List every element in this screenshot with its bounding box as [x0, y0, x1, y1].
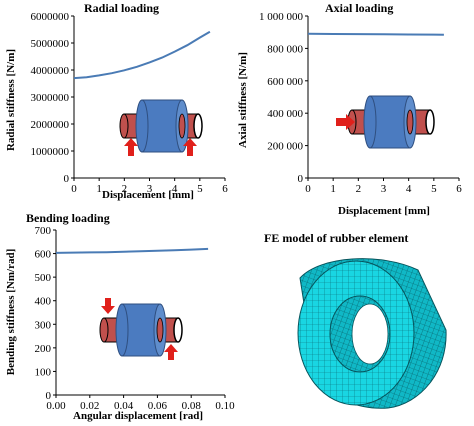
- y-tick-label: 5000000: [31, 38, 70, 50]
- x-axis-label: Angular displacement [rad]: [73, 410, 203, 422]
- x-tick-label: 3: [147, 183, 153, 195]
- x-tick-label: 2: [356, 183, 362, 195]
- y-axis-label: Axial stiffness [N/m]: [237, 52, 249, 148]
- y-tick-label: 600: [35, 249, 52, 261]
- y-tick-labels: 0 1000000 2000000 3000000 4000000 5000000 6000…: [31, 11, 74, 185]
- rubber-element-mesh-image: [297, 258, 447, 409]
- y-axis-label: Bending stiffness [Nm/rad]: [5, 249, 17, 376]
- x-tick-label: 0.08: [182, 400, 202, 412]
- y-tick-label: 6000000: [31, 11, 70, 23]
- y-tick-label: 1 000 000: [259, 11, 304, 23]
- x-tick-label: 1: [330, 183, 336, 195]
- y-tick-labels: 0 100 200 300 400 500 600 700: [35, 225, 56, 402]
- y-tick-label: 200: [35, 343, 52, 355]
- x-tick-label: 0: [71, 183, 77, 195]
- axial-load-bushing-icon: [336, 95, 435, 149]
- y-tick-label: 0: [46, 390, 52, 402]
- x-tick-label: 0.04: [114, 400, 134, 412]
- x-tick-label: 0.00: [46, 400, 66, 412]
- radial-loading-chart: Radial loading 0100000020000003000000400…: [5, 1, 228, 201]
- y-tick-label: 400: [35, 296, 52, 308]
- fe-model-panel: FE model of rubber element: [264, 231, 447, 409]
- y-tick-label: 100: [35, 366, 52, 378]
- x-tick-label: 6: [456, 183, 462, 195]
- y-tick-label: 700: [35, 225, 52, 237]
- y-tick-label: 3000000: [31, 92, 70, 104]
- x-tick-label: 0: [305, 183, 311, 195]
- x-tick-label: 0.06: [148, 400, 168, 412]
- y-tick-label: 800 000: [267, 43, 303, 55]
- y-tick-label: 4000000: [31, 65, 70, 77]
- x-axis-label: Displacement [mm]: [102, 189, 194, 201]
- chart-title: Radial loading: [84, 1, 159, 15]
- x-tick-label: 3: [381, 183, 387, 195]
- y-tick-label: 0: [64, 173, 70, 185]
- x-tick-labels: 0 1 2 3 4 5 6: [71, 178, 228, 195]
- axial-loading-chart: Axial loading 0 200 000 400 000 600 000 800 …: [237, 1, 462, 217]
- x-tick-label: 5: [197, 183, 203, 195]
- bending-load-bushing-icon: [99, 298, 183, 360]
- y-tick-label: 500: [35, 272, 52, 284]
- x-tick-label: 0.10: [215, 400, 235, 412]
- y-axis-label: Radial stiffness [N/m]: [5, 49, 17, 151]
- y-tick-label: 2000000: [31, 119, 70, 131]
- x-tick-labels: 0 1 2 3 4 5 6: [305, 178, 462, 195]
- y-tick-label: 600 000: [267, 76, 303, 88]
- radial-load-bushing-icon: [119, 99, 203, 156]
- x-tick-labels: 0.00 0.02 0.04 0.06 0.08 0.10: [46, 395, 235, 412]
- series-line: [307, 32, 444, 36]
- x-tick-label: 2: [122, 183, 128, 195]
- chart-title: Bending loading: [26, 211, 110, 225]
- x-tick-label: 4: [172, 183, 178, 195]
- x-tick-label: 5: [431, 183, 437, 195]
- x-tick-label: 1: [96, 183, 102, 195]
- x-axis-label: Displacement [mm]: [338, 205, 430, 217]
- series-line: [73, 30, 211, 80]
- y-tick-label: 1000000: [31, 146, 70, 158]
- fe-panel-title: FE model of rubber element: [264, 231, 408, 245]
- y-tick-label: 200 000: [267, 141, 303, 153]
- bending-loading-chart: Bending loading 0 100 200 300 400 500 600 700 0…: [5, 211, 235, 422]
- x-tick-label: 0.02: [80, 400, 99, 412]
- series-line: [55, 247, 209, 254]
- y-tick-label: 300: [35, 319, 52, 331]
- axes: [73, 16, 225, 179]
- chart-title: Axial loading: [325, 1, 393, 15]
- y-tick-labels: 0 200 000 400 000 600 000 800 000 1 000 000: [259, 11, 308, 185]
- x-tick-label: 4: [406, 183, 412, 195]
- y-tick-label: 400 000: [267, 108, 303, 120]
- y-tick-label: 0: [298, 173, 304, 185]
- x-tick-label: 6: [222, 183, 228, 195]
